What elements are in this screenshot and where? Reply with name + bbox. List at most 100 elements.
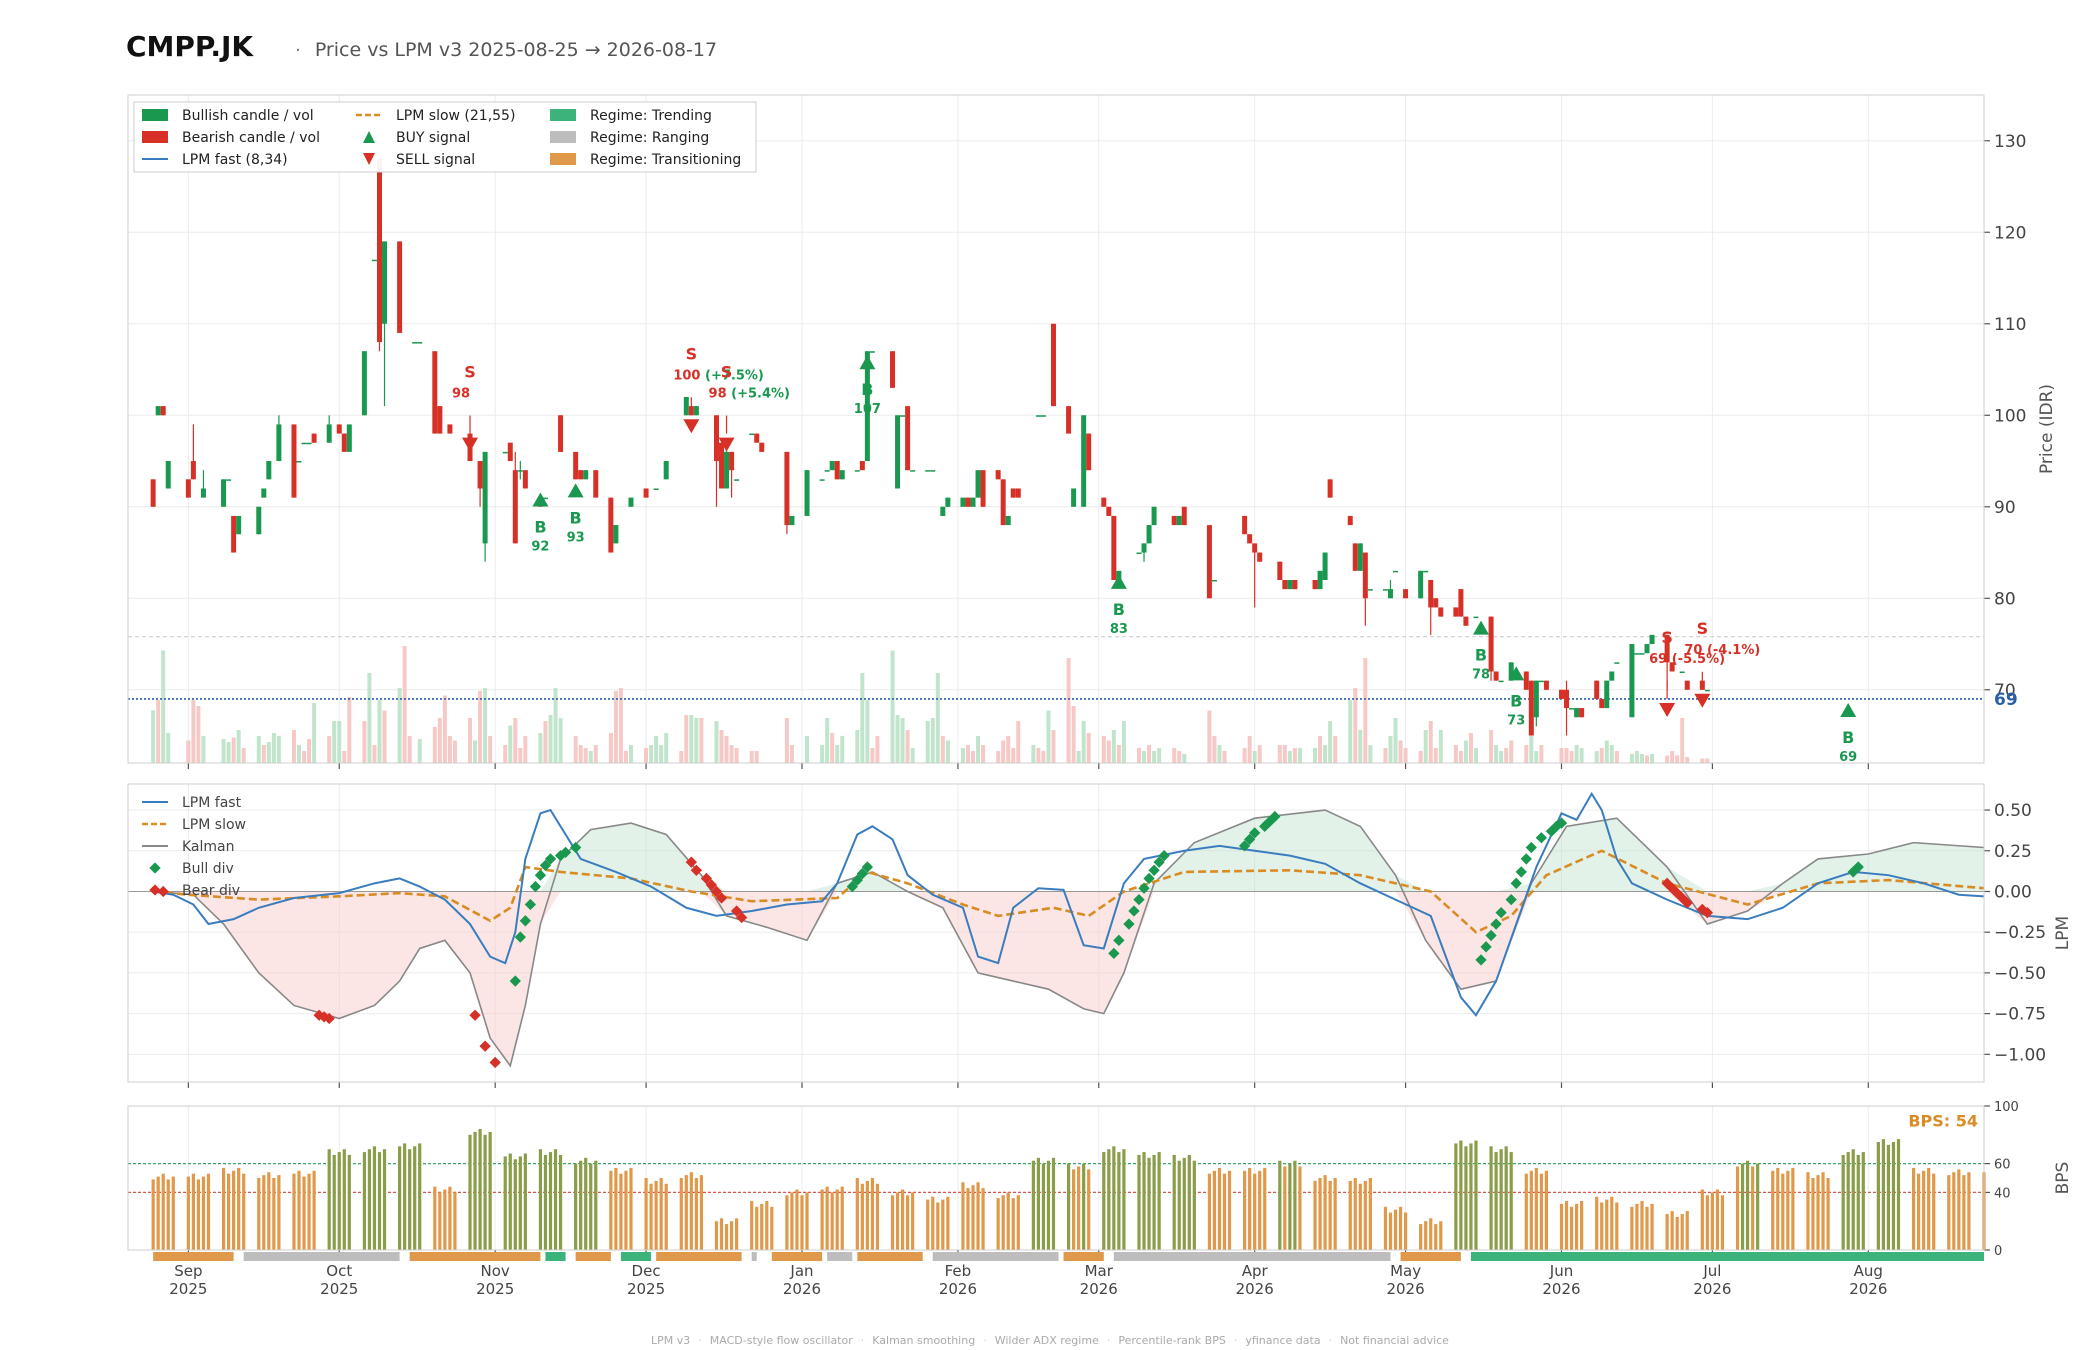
volume-bar [940, 736, 945, 763]
candle-body [276, 424, 282, 462]
volume-bar [432, 727, 437, 763]
candle-body [724, 451, 730, 489]
regime-segment-transitioning [1400, 1252, 1461, 1261]
legend-swatch [550, 153, 576, 165]
volume-bar [784, 718, 789, 763]
volume-bar [437, 718, 442, 763]
bull-divergence-marker [851, 874, 863, 886]
bps-bar [1710, 1192, 1714, 1250]
legend-box [133, 101, 757, 173]
bps-bar [1756, 1163, 1760, 1250]
bps-bar [453, 1192, 457, 1250]
bps-bar [518, 1156, 522, 1250]
bear-divergence-marker [469, 1009, 481, 1021]
bps-bar [1886, 1144, 1891, 1250]
bps-bar [1821, 1172, 1825, 1250]
bull-divergence-marker [1495, 906, 1507, 919]
bps-bar [1881, 1139, 1886, 1250]
volume-bar [1292, 748, 1297, 763]
candle-body [1015, 488, 1021, 498]
regime-segment-transitioning [857, 1252, 923, 1261]
volume-bar [1650, 754, 1655, 763]
bps-bar [1207, 1173, 1212, 1250]
regime-segment-trending [1470, 1252, 1984, 1261]
regime-segment-trending [620, 1252, 652, 1261]
bull-divergence-marker [856, 867, 869, 880]
candle-body [1257, 552, 1263, 562]
x-tick-year: 2025 [169, 1280, 207, 1298]
candle-body [190, 461, 196, 480]
volume-bar [553, 688, 558, 763]
volume-bar [1313, 748, 1318, 763]
bull-divergence-marker [1535, 832, 1548, 844]
volume-bar [945, 740, 950, 763]
bull-divergence-marker [1505, 893, 1517, 906]
volume-bar [1076, 751, 1081, 763]
bps-bar [398, 1146, 402, 1250]
legend-entry-label: Bear div [182, 883, 240, 899]
volume-bar [1086, 733, 1091, 763]
volume-bar [1242, 748, 1247, 763]
bps-bar [307, 1173, 311, 1250]
bps-bar [1152, 1154, 1156, 1250]
bull-divergence-marker [1243, 833, 1256, 846]
bps-bar [403, 1143, 407, 1250]
bps-bar [906, 1195, 910, 1250]
bps-bar [865, 1180, 869, 1250]
bps-bar [684, 1175, 688, 1250]
legend-swatch [363, 153, 375, 165]
volume-bar [960, 748, 965, 763]
footer-item: MACD-style flow oscillator [709, 1334, 853, 1347]
candle-body [346, 424, 352, 452]
buy-signal-letter: B [861, 380, 873, 399]
bps-bar [1534, 1167, 1538, 1250]
bps-bar [1680, 1214, 1684, 1250]
bps-bar [1851, 1149, 1855, 1250]
bull-divergence-marker [1475, 954, 1487, 966]
volume-bar [588, 751, 593, 763]
volume-bar [1147, 745, 1152, 763]
buy-signal-letter: B [1842, 728, 1854, 747]
bps-bar [790, 1192, 794, 1250]
volume-bar [820, 745, 825, 763]
volume-bar [1685, 757, 1690, 763]
bull-divergence-marker [524, 898, 537, 911]
bps-bar [1248, 1167, 1252, 1250]
bps-bar [579, 1160, 583, 1250]
volume-bar [1468, 733, 1473, 763]
bps-bar [860, 1183, 864, 1250]
volume-bar [1383, 748, 1388, 763]
bps-bar [543, 1154, 548, 1250]
candle-body [930, 470, 936, 472]
bps-bar [840, 1186, 844, 1250]
x-tick-year: 2026 [1693, 1280, 1731, 1298]
bps-bar [1172, 1154, 1176, 1250]
bear-divergence-marker [1681, 897, 1693, 909]
sell-signal-pnl: (-4.1%) [1707, 643, 1760, 658]
bps-bar [1781, 1173, 1785, 1250]
x-tick-year: 2026 [783, 1280, 821, 1298]
bps-bar [619, 1173, 623, 1250]
candle-body [854, 470, 860, 472]
volume-bar [342, 751, 347, 763]
volume-bar [478, 691, 483, 763]
buy-signal-price: 93 [567, 530, 585, 545]
candle-body [729, 451, 735, 471]
volume-bar [1333, 736, 1338, 763]
bps-bar [372, 1146, 377, 1250]
candle-body [905, 406, 911, 471]
candle-body [1604, 680, 1610, 709]
buy-signal-marker [859, 355, 876, 370]
bps-bar [1318, 1178, 1322, 1250]
candle-body [693, 406, 699, 416]
bps-bar [1212, 1170, 1217, 1250]
bps-bar [347, 1154, 351, 1250]
sell-signal-letter: S [1697, 619, 1709, 638]
x-tick-month: Jul [1702, 1262, 1721, 1280]
bps-bar [1031, 1160, 1035, 1250]
bps-bar [719, 1218, 724, 1250]
candle-body [517, 470, 523, 472]
bps-bar [1157, 1152, 1161, 1250]
bps-bar [1036, 1157, 1040, 1250]
candle-body [301, 442, 307, 445]
